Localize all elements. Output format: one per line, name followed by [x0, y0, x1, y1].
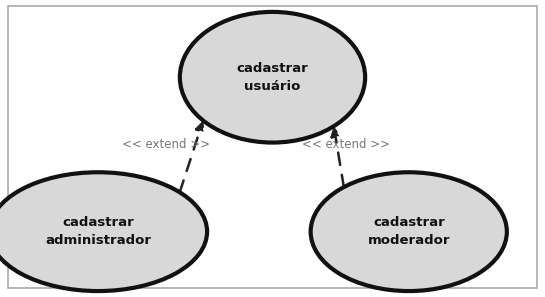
FancyBboxPatch shape: [8, 6, 537, 288]
Text: cadastrar
moderador: cadastrar moderador: [367, 216, 450, 247]
Ellipse shape: [311, 172, 507, 291]
Text: cadastrar
usuário: cadastrar usuário: [237, 62, 308, 93]
Text: cadastrar
administrador: cadastrar administrador: [45, 216, 151, 247]
Text: << extend >>: << extend >>: [122, 138, 210, 151]
Ellipse shape: [0, 172, 207, 291]
Ellipse shape: [180, 12, 365, 143]
Text: << extend >>: << extend >>: [302, 138, 390, 151]
